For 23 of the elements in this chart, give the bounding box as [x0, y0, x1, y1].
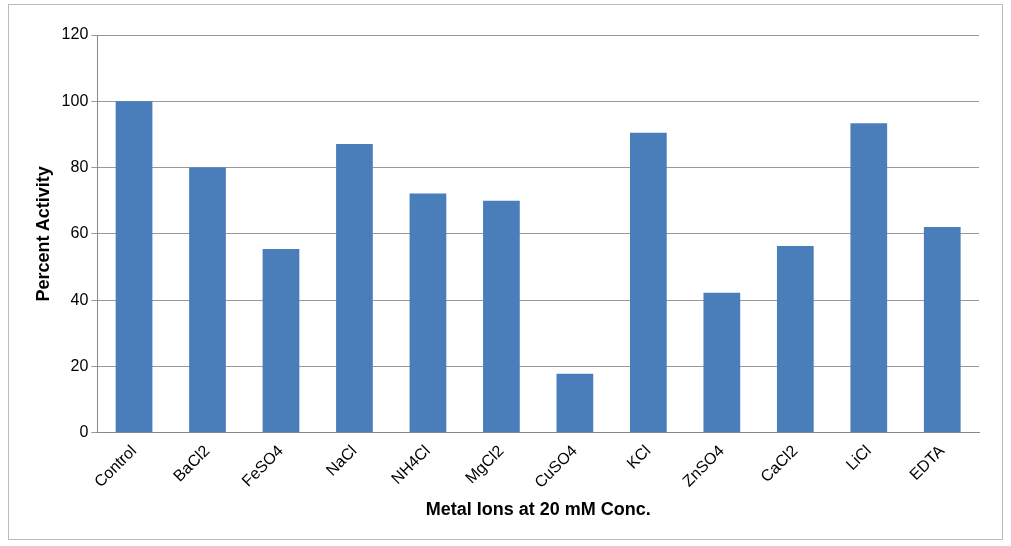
- bar: [189, 167, 226, 433]
- bar: [703, 292, 741, 433]
- y-tick-label: 40: [70, 290, 89, 308]
- bar: [776, 246, 814, 433]
- y-axis-title: Percent Activity: [32, 166, 53, 302]
- y-tick-label: 20: [70, 356, 89, 374]
- bar: [115, 101, 153, 433]
- y-tick-label: 80: [70, 157, 89, 175]
- bar: [629, 132, 667, 433]
- y-tick-label: 100: [61, 91, 89, 109]
- x-tick-label: LiCl: [842, 441, 875, 474]
- bar: [336, 144, 373, 433]
- y-tick-label: 60: [70, 224, 89, 242]
- bar: [483, 200, 520, 433]
- bar: [556, 373, 594, 433]
- bar: [262, 249, 300, 433]
- x-axis-title: Metal Ions at 20 mM Conc.: [425, 499, 651, 520]
- x-tick-label: KCl: [623, 441, 654, 472]
- bar: [850, 123, 888, 433]
- y-tick-label: 120: [61, 25, 89, 43]
- y-tick-label: 0: [79, 423, 89, 441]
- bar: [923, 226, 961, 433]
- bar: [409, 193, 447, 433]
